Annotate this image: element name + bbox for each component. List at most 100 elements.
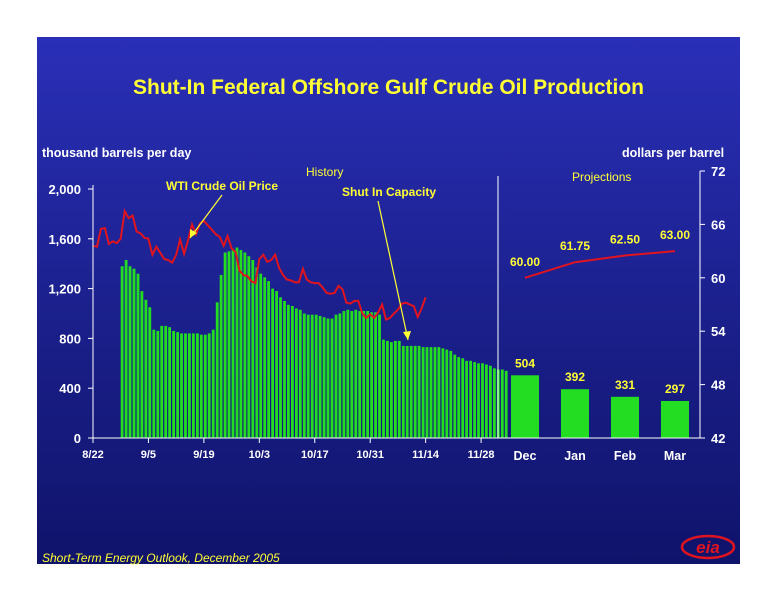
- history-bar: [140, 291, 144, 438]
- slide-background: [37, 37, 740, 564]
- chart-title: Shut-In Federal Offshore Gulf Crude Oil …: [132, 76, 644, 99]
- projection-price-label: 60.00: [510, 255, 540, 269]
- history-bar: [207, 333, 211, 438]
- history-bar: [453, 354, 457, 438]
- history-bar: [485, 364, 488, 438]
- projection-price-line: 60.00 61.75 62.50 63.00: [510, 228, 690, 279]
- history-x-tick-label: 8/22: [82, 449, 103, 461]
- projections-label: Projections: [572, 170, 631, 184]
- history-bar: [338, 313, 342, 438]
- projection-bar: [561, 389, 589, 438]
- history-bar: [263, 277, 267, 438]
- history-bar: [291, 306, 294, 438]
- history-bar: [493, 368, 496, 438]
- history-bar: [136, 273, 140, 438]
- history-bar: [405, 345, 409, 438]
- left-tick-label: 2,000: [48, 182, 81, 197]
- history-bar: [172, 330, 175, 438]
- history-bar: [445, 349, 449, 438]
- history-bar: [239, 250, 243, 438]
- projection-bar-label: 392: [565, 370, 585, 384]
- history-bar: [437, 347, 441, 438]
- history-bar: [271, 288, 274, 438]
- history-bar: [441, 348, 445, 438]
- history-bar: [318, 316, 322, 438]
- history-bar: [401, 345, 405, 438]
- history-bar: [326, 318, 330, 438]
- right-tick-label: 60: [711, 271, 725, 286]
- history-bar: [211, 329, 215, 438]
- history-bar: [298, 309, 302, 438]
- projection-x-tick-label: Mar: [664, 449, 686, 463]
- history-bar: [251, 260, 255, 438]
- projection-bar-label: 297: [665, 382, 685, 396]
- projection-bar-label: 331: [615, 378, 635, 392]
- history-bars: [120, 247, 508, 439]
- shutin-annotation: Shut In Capacity: [342, 185, 436, 199]
- history-bar: [489, 365, 492, 438]
- wti-projection-line: [524, 250, 676, 279]
- history-bar: [168, 327, 171, 438]
- history-bar: [124, 260, 128, 438]
- left-axis-title: thousand barrels per day: [42, 146, 192, 160]
- history-bar: [227, 251, 231, 439]
- history-bar: [370, 312, 373, 438]
- history-bar: [156, 330, 160, 438]
- history-bar: [378, 314, 381, 438]
- history-bar: [421, 347, 425, 438]
- projection-bar: [511, 375, 539, 438]
- history-bar: [397, 340, 401, 438]
- history-x-tick-label: 11/28: [468, 449, 495, 461]
- history-x-tick-label: 10/17: [301, 449, 329, 461]
- history-bar: [148, 307, 152, 438]
- history-bar: [295, 308, 298, 438]
- history-bar: [461, 358, 465, 438]
- history-bar: [346, 309, 350, 438]
- right-tick-label: 66: [711, 217, 725, 232]
- history-bar: [342, 311, 346, 438]
- history-bar: [176, 332, 179, 438]
- history-bar: [433, 347, 437, 438]
- svg-text:eia: eia: [696, 538, 720, 557]
- history-bar: [184, 333, 187, 438]
- left-tick-label: 1,600: [48, 232, 81, 247]
- history-bar: [219, 274, 223, 438]
- history-bar: [283, 301, 286, 438]
- history-bar: [477, 363, 480, 438]
- history-bar: [390, 342, 393, 438]
- history-bar: [310, 314, 314, 438]
- wti-annotation-arrow: [189, 194, 223, 239]
- history-price-line: [92, 208, 427, 321]
- history-bar: [152, 329, 156, 438]
- history-bar: [243, 252, 247, 438]
- history-bar: [413, 345, 417, 438]
- left-tick-label: 0: [74, 431, 81, 446]
- history-x-tick-label: 10/31: [356, 449, 384, 461]
- history-bar: [120, 266, 124, 438]
- history-bar: [334, 314, 338, 438]
- history-bar: [449, 350, 453, 438]
- history-x-tick-label: 10/3: [249, 449, 270, 461]
- history-bar: [322, 317, 326, 438]
- history-bar: [314, 314, 318, 438]
- history-bar: [481, 363, 484, 438]
- history-bar: [362, 311, 366, 438]
- history-bar: [306, 314, 310, 438]
- history-bar: [354, 309, 358, 438]
- wti-annotation: WTI Crude Oil Price: [166, 179, 278, 193]
- wti-arrowhead: [190, 229, 197, 238]
- history-bar: [223, 252, 227, 438]
- history-bar: [267, 281, 270, 438]
- projection-x-tick-label: Feb: [614, 449, 637, 463]
- history-bar: [429, 347, 433, 438]
- history-bar: [469, 360, 472, 438]
- history-bar: [287, 304, 290, 438]
- right-tick-label: 72: [711, 164, 725, 179]
- history-x-tick-label: 11/14: [412, 449, 440, 461]
- history-bar: [188, 333, 191, 438]
- right-tick-label: 42: [711, 431, 725, 446]
- history-bar: [465, 360, 468, 438]
- shutin-arrowhead: [403, 331, 411, 340]
- history-bar: [247, 256, 251, 438]
- wti-history-line: [92, 208, 427, 321]
